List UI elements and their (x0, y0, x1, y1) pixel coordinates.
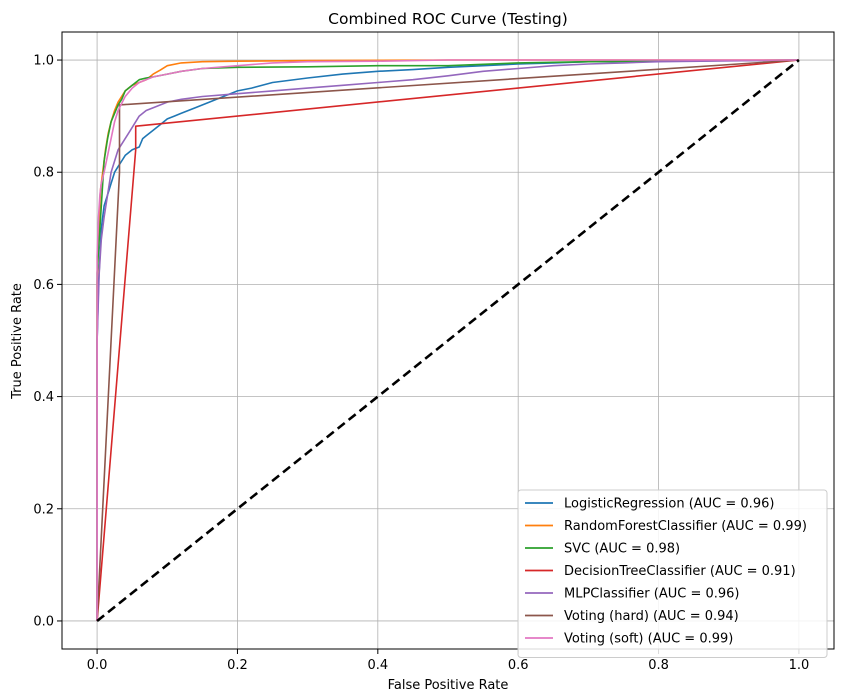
legend-label-1: RandomForestClassifier (AUC = 0.99) (564, 519, 807, 534)
series-line-1 (96, 59, 799, 621)
legend-label-6: Voting (soft) (AUC = 0.99) (564, 632, 733, 647)
y-tick-label: 0.8 (33, 166, 54, 181)
y-tick-label: 0.4 (33, 390, 54, 405)
x-tick-label: 0.2 (227, 658, 248, 673)
series-line-6 (96, 59, 799, 621)
x-tick-label: 0.6 (508, 658, 529, 673)
grid (62, 32, 834, 649)
series-line-4 (96, 59, 799, 621)
legend-label-0: LogisticRegression (AUC = 0.96) (564, 497, 774, 512)
x-tick-label: 1.0 (789, 658, 810, 673)
y-tick-label: 0.6 (33, 278, 54, 293)
legend-box (517, 489, 828, 658)
legend-label-4: MLPClassifier (AUC = 0.96) (564, 587, 740, 602)
x-tick-label: 0.4 (367, 658, 388, 673)
reference-diagonal-line (96, 59, 800, 622)
x-axis-title: False Positive Rate (388, 678, 509, 693)
series-group (96, 59, 799, 622)
y-axis-title: True Positive Rate (10, 283, 25, 400)
legend-label-5: Voting (hard) (AUC = 0.94) (564, 609, 739, 624)
y-tick-label: 0.0 (33, 614, 54, 629)
reference-line-group (96, 59, 800, 622)
y-tick-label: 0.2 (33, 502, 54, 517)
legend-label-2: SVC (AUC = 0.98) (564, 542, 680, 557)
x-tick-label: 0.8 (648, 658, 669, 673)
x-tick-label: 0.0 (87, 658, 108, 673)
legend-label-3: DecisionTreeClassifier (AUC = 0.91) (564, 564, 796, 579)
plot-frame (61, 31, 835, 650)
series-line-5 (96, 59, 799, 622)
chart-title: Combined ROC Curve (Testing) (328, 10, 568, 28)
series-line-3 (96, 59, 799, 622)
legend: LogisticRegression (AUC = 0.96) RandomFor… (517, 489, 828, 658)
ticks: 0.0 0.2 0.4 0.6 0.8 1.0 0.0 0.2 0.4 0.6 0.8 1.0 (33, 54, 809, 673)
y-tick-label: 1.0 (33, 54, 54, 69)
